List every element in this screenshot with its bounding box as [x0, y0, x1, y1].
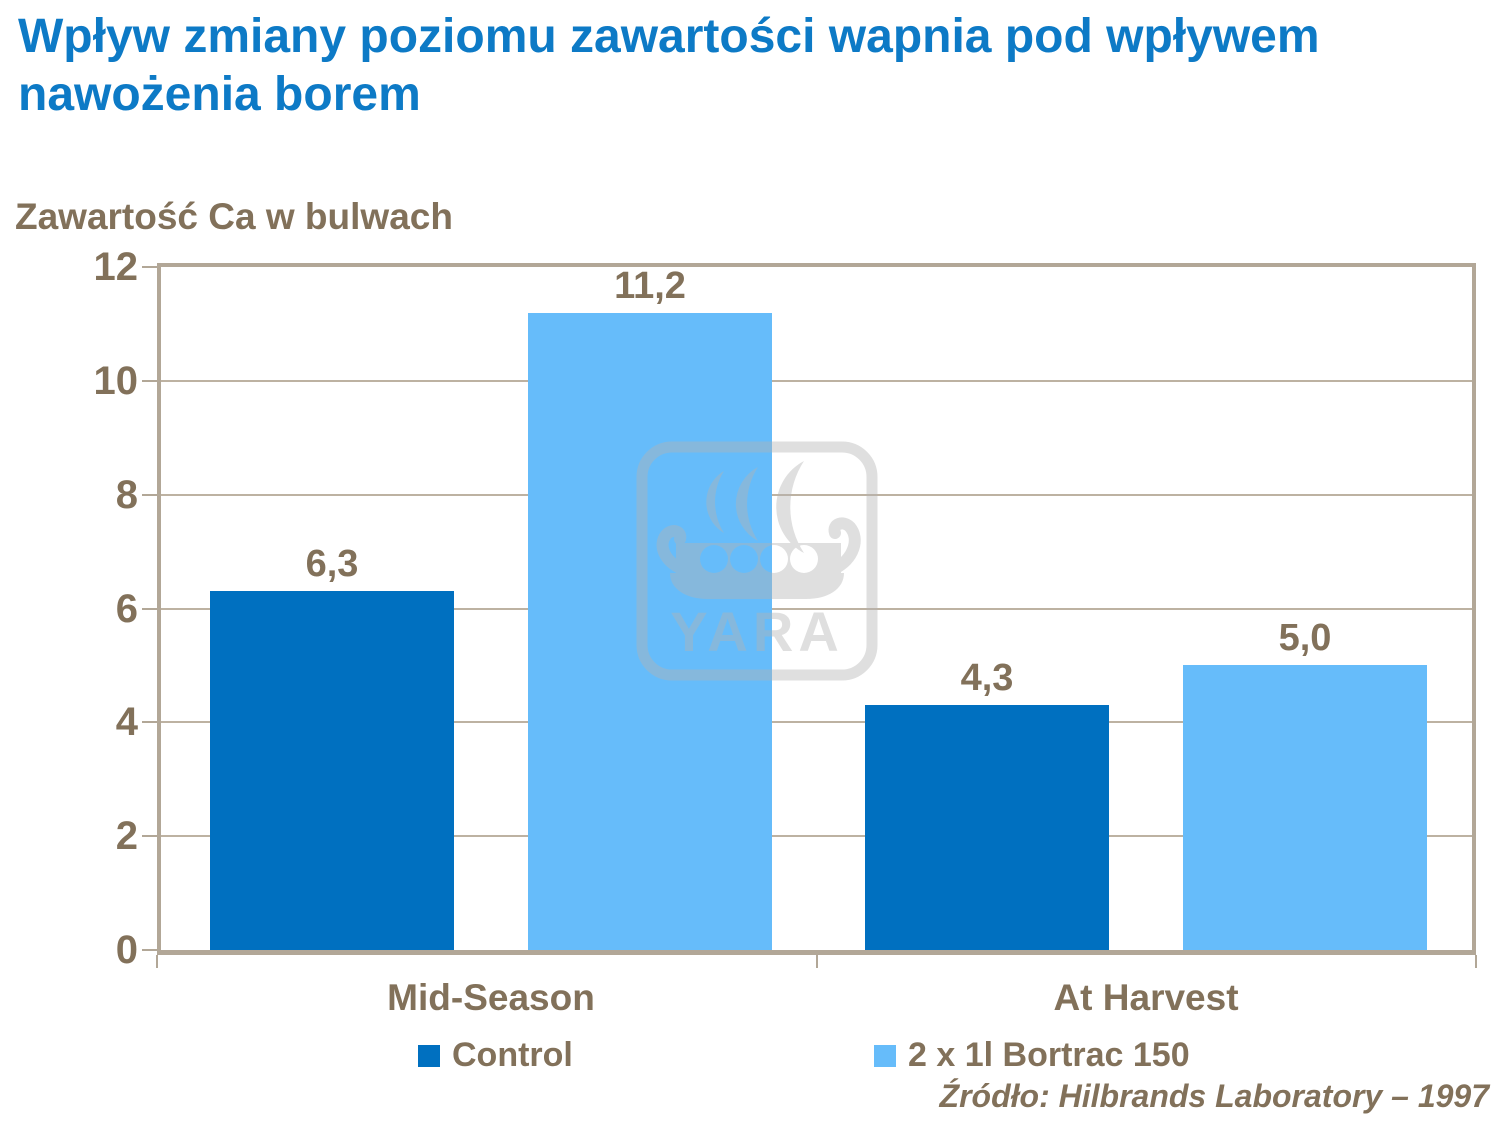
bar-at-harvest-2-x-1l-bortrac-150 [1183, 665, 1427, 950]
category-label-at-harvest: At Harvest [1053, 977, 1239, 1018]
gridline-4 [161, 721, 1472, 724]
y-tick-mark-12 [142, 266, 157, 268]
x-tick-mark-0 [156, 955, 158, 968]
y-tick-label-2: 2 [115, 814, 138, 859]
gridline-10 [161, 379, 1472, 382]
y-tick-mark-8 [142, 493, 157, 496]
y-tick-label-4: 4 [115, 700, 138, 745]
y-tick-label-12: 12 [93, 245, 139, 289]
x-tick-mark-2 [1475, 955, 1477, 968]
y-tick-label-6: 6 [115, 586, 138, 631]
bar-at-harvest-control [865, 705, 1109, 950]
y-tick-mark-10 [142, 379, 157, 382]
legend-item-bortrac: 2 x 1l Bortrac 150 [874, 1036, 1190, 1075]
legend-swatch-bortrac [874, 1044, 896, 1067]
y-tick-mark-6 [142, 607, 157, 610]
legend-label-bortrac: 2 x 1l Bortrac 150 [908, 1036, 1190, 1074]
bar-value-label: 11,2 [614, 264, 686, 307]
bar-mid-season-control [210, 591, 454, 950]
gridline-8 [161, 493, 1472, 496]
legend-item-control: Control [418, 1036, 573, 1075]
source-note: Źródło: Hilbrands Laboratory – 1997 [939, 1078, 1489, 1114]
bar-value-label: 6,3 [305, 543, 359, 586]
plot-area: YARA 6,3 11,2 4,3 5,0 [157, 263, 1476, 955]
legend-label-control: Control [452, 1036, 573, 1074]
category-label-mid-season: Mid-Season [387, 977, 595, 1018]
chart-title: Wpływ zmiany poziomu zawartości wapnia p… [18, 10, 1320, 121]
y-axis-title: Zawartość Ca w bulwach [15, 196, 453, 237]
y-tick-mark-0 [142, 949, 157, 951]
gridline-6 [161, 607, 1472, 610]
y-tick-label-10: 10 [93, 358, 139, 403]
y-tick-label-8: 8 [115, 472, 138, 517]
gridline-2 [161, 835, 1472, 838]
y-tick-mark-2 [142, 835, 157, 838]
x-tick-mark-1 [815, 955, 818, 968]
bar-mid-season-2-x-1l-bortrac-150 [528, 312, 772, 950]
legend-swatch-control [418, 1044, 440, 1067]
bar-value-label: 4,3 [960, 657, 1014, 700]
y-tick-label-0: 0 [115, 928, 138, 972]
y-tick-mark-4 [142, 721, 157, 724]
bar-value-label: 5,0 [1278, 617, 1332, 660]
